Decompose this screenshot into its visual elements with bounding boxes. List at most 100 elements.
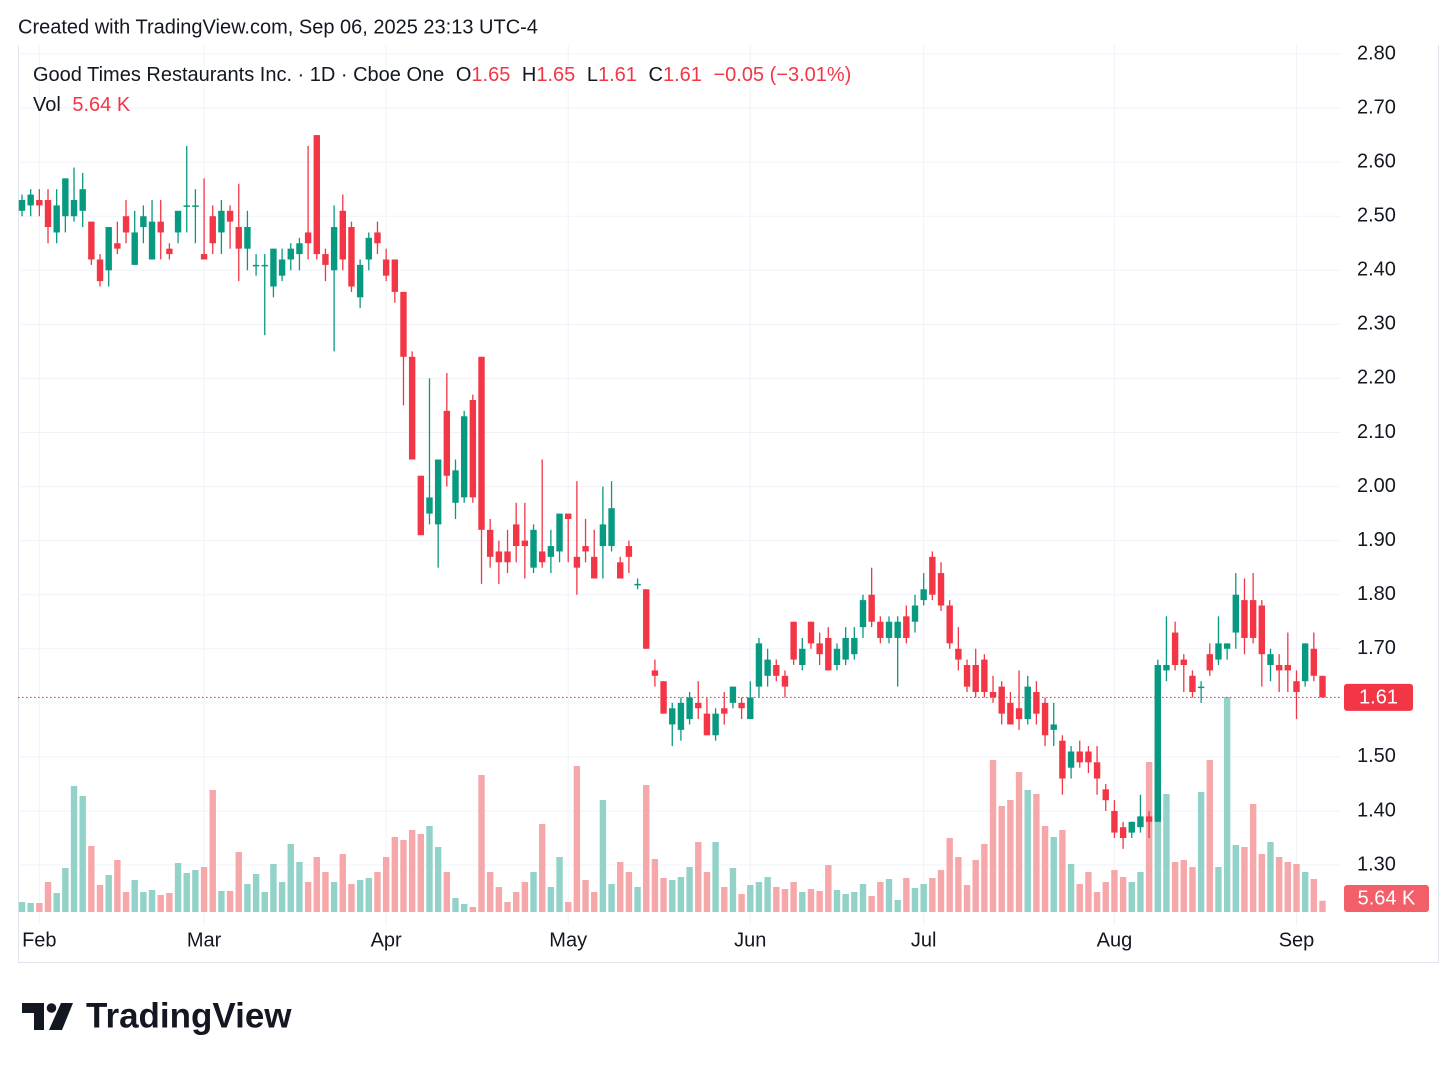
volume-bar bbox=[1241, 847, 1248, 912]
candle-body bbox=[608, 508, 615, 547]
volume-bar bbox=[1067, 864, 1075, 912]
volume-bar bbox=[1293, 864, 1300, 912]
x-tick-label: Jun bbox=[734, 929, 766, 951]
logo-mark-t bbox=[22, 1003, 44, 1030]
candle-body bbox=[712, 713, 719, 736]
volume-title: Vol bbox=[33, 94, 61, 116]
grid bbox=[18, 45, 1340, 925]
volume-bar bbox=[1223, 697, 1231, 912]
close-value: 1.61 bbox=[663, 64, 702, 86]
candle-body bbox=[738, 702, 745, 709]
volume-bar bbox=[1310, 879, 1318, 912]
volume-bar bbox=[885, 879, 893, 912]
volume-bar bbox=[989, 760, 997, 912]
volume-bar bbox=[1171, 862, 1179, 912]
candle-body bbox=[799, 648, 806, 665]
candle-body bbox=[374, 232, 381, 244]
candle-body bbox=[166, 248, 173, 255]
volume-bar bbox=[729, 868, 737, 912]
candle-body bbox=[478, 356, 485, 530]
candle-body bbox=[573, 556, 581, 568]
volume-bar bbox=[1206, 760, 1213, 912]
volume-bar bbox=[443, 872, 451, 912]
candle-body bbox=[894, 621, 901, 638]
volume-bar bbox=[755, 882, 763, 912]
volume-bar bbox=[27, 903, 34, 912]
volume-bar bbox=[70, 786, 78, 912]
volume-bar bbox=[261, 892, 268, 912]
candle-body bbox=[1163, 664, 1170, 671]
volume-bar bbox=[920, 884, 927, 912]
volume-bar bbox=[651, 859, 659, 912]
candle-body bbox=[426, 497, 433, 514]
candle-body bbox=[582, 546, 589, 552]
candle-body bbox=[504, 551, 511, 563]
volume-bar bbox=[1128, 882, 1135, 912]
candle-body bbox=[1067, 751, 1075, 768]
candle-body bbox=[539, 551, 546, 563]
volume-bar bbox=[764, 877, 771, 912]
candle-body bbox=[851, 637, 858, 655]
volume-bar bbox=[1076, 884, 1083, 912]
x-tick-label: May bbox=[549, 929, 587, 951]
candle-body bbox=[1093, 762, 1101, 779]
candle-body bbox=[79, 189, 86, 211]
volume-bar bbox=[703, 872, 711, 912]
high-letter: H bbox=[522, 64, 536, 86]
change: −0.05 (−3.01%) bbox=[713, 64, 851, 86]
volume-layer bbox=[18, 697, 1326, 912]
candle-body bbox=[963, 664, 971, 687]
candle-body bbox=[270, 248, 277, 287]
candle-body bbox=[643, 589, 650, 649]
candle-body bbox=[114, 243, 121, 249]
volume-bar bbox=[625, 872, 633, 912]
volume-bar bbox=[174, 863, 182, 912]
candle-body bbox=[547, 546, 555, 557]
volume-bar bbox=[148, 890, 156, 912]
candle-body bbox=[512, 524, 520, 547]
candle-body bbox=[1137, 816, 1144, 828]
volume-bar bbox=[79, 796, 86, 912]
volume-bar bbox=[894, 900, 901, 912]
candle-body bbox=[729, 686, 737, 703]
candle-body bbox=[816, 643, 823, 655]
candle-body bbox=[1310, 648, 1318, 676]
candle-body bbox=[686, 697, 693, 720]
y-tick-label: 1.50 bbox=[1357, 745, 1396, 767]
candle-body bbox=[296, 243, 303, 255]
close-letter: C bbox=[649, 64, 663, 86]
volume-bar bbox=[53, 893, 60, 912]
candle-body bbox=[1249, 600, 1257, 638]
volume-bar bbox=[807, 889, 815, 912]
candle-body bbox=[747, 697, 754, 720]
candle-body bbox=[877, 621, 884, 638]
candle-body bbox=[348, 227, 355, 287]
volume-bar bbox=[1163, 794, 1170, 912]
volume-bar bbox=[643, 785, 650, 912]
candle-body bbox=[764, 659, 771, 676]
volume-bar bbox=[417, 834, 425, 912]
candle-body bbox=[920, 589, 927, 601]
volume-bar bbox=[452, 898, 459, 912]
last-price-box bbox=[1344, 683, 1413, 711]
volume-bar bbox=[44, 882, 52, 912]
y-tick-label: 1.80 bbox=[1357, 583, 1396, 605]
volume-bar bbox=[1284, 862, 1292, 912]
candle-body bbox=[911, 605, 919, 622]
candle-body bbox=[417, 475, 425, 536]
candle-body bbox=[955, 648, 962, 660]
candle-body bbox=[486, 529, 494, 557]
candle-body bbox=[36, 199, 43, 206]
volume-bar bbox=[799, 892, 806, 912]
candle-body bbox=[261, 264, 268, 267]
candle-body bbox=[183, 205, 190, 207]
candle-body bbox=[1154, 664, 1161, 822]
volume-bar bbox=[365, 878, 372, 912]
volume-bar bbox=[825, 865, 832, 912]
volume-bar bbox=[677, 877, 685, 912]
candle-body bbox=[148, 221, 156, 260]
logo-mark-slash bbox=[49, 1003, 73, 1030]
candle-body bbox=[1206, 654, 1213, 671]
volume-bar bbox=[669, 880, 676, 912]
volume-bar bbox=[911, 888, 919, 912]
